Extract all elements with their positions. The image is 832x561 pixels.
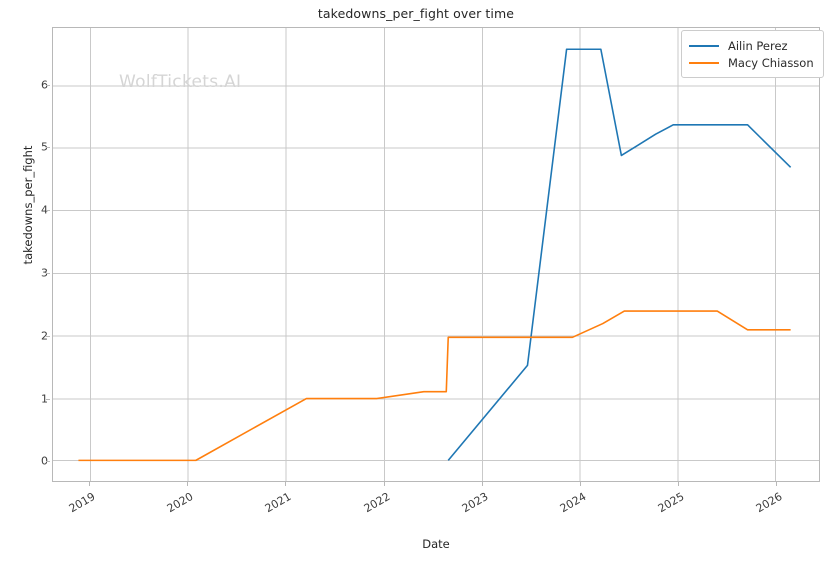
- chart-title: takedowns_per_fight over time: [317, 6, 515, 21]
- x-axis-label: Date: [422, 537, 450, 551]
- watermark: WolfTickets.AI: [119, 72, 242, 92]
- x-tick-mark: [384, 482, 385, 486]
- series-line: [78, 310, 791, 462]
- legend-item[interactable]: Ailin Perez: [689, 37, 814, 54]
- y-tick-mark: [46, 399, 50, 400]
- x-tick-label: 2021: [263, 490, 294, 516]
- x-tick-mark: [187, 482, 188, 486]
- x-tick-mark: [285, 482, 286, 486]
- y-tick-mark: [46, 147, 50, 148]
- y-tick-label: 6: [41, 78, 48, 92]
- x-tick-label: 2026: [753, 490, 785, 516]
- y-tick-label: 2: [41, 329, 48, 343]
- x-tick-mark: [482, 482, 483, 486]
- series-line: [447, 48, 792, 461]
- y-tick-label: 0: [41, 454, 48, 468]
- x-tick-label: 2020: [165, 490, 196, 516]
- legend-label: Ailin Perez: [728, 38, 788, 53]
- y-tick-mark: [46, 461, 50, 462]
- y-tick-mark: [46, 336, 50, 337]
- x-tick-mark: [89, 482, 90, 486]
- plot-area: WolfTickets.AI: [52, 27, 820, 482]
- legend-label: Macy Chiasson: [728, 55, 814, 70]
- series-lines: [78, 48, 792, 462]
- y-tick-mark: [46, 273, 50, 274]
- x-tick-mark: [580, 482, 581, 486]
- y-tick-mark: [46, 210, 50, 211]
- y-tick-label: 5: [41, 140, 48, 154]
- x-tick-label: 2022: [361, 490, 393, 516]
- chart-legend: Ailin Perez Macy Chiasson: [681, 30, 824, 78]
- y-tick-label: 3: [41, 266, 48, 280]
- x-tick-label: 2025: [655, 490, 687, 516]
- y-tick-mark: [46, 85, 50, 86]
- x-tick-mark: [678, 482, 679, 486]
- x-tick-label: 2024: [557, 490, 589, 516]
- x-tick-label: 2019: [67, 490, 98, 516]
- y-tick-label: 1: [41, 392, 48, 406]
- y-tick-label: 4: [41, 203, 48, 217]
- y-axis-label: takedowns_per_fight: [21, 145, 35, 265]
- x-tick-mark: [776, 482, 777, 486]
- legend-item[interactable]: Macy Chiasson: [689, 54, 814, 71]
- y-axis-ticks: 0 1 2 3 4 5 6: [0, 27, 50, 482]
- x-axis-ticks: 2019 2020 2021 2022 2023 2024 2025 2026: [52, 482, 820, 542]
- legend-color-swatch: [689, 61, 719, 64]
- x-tick-label: 2023: [459, 490, 491, 516]
- legend-color-swatch: [689, 44, 719, 47]
